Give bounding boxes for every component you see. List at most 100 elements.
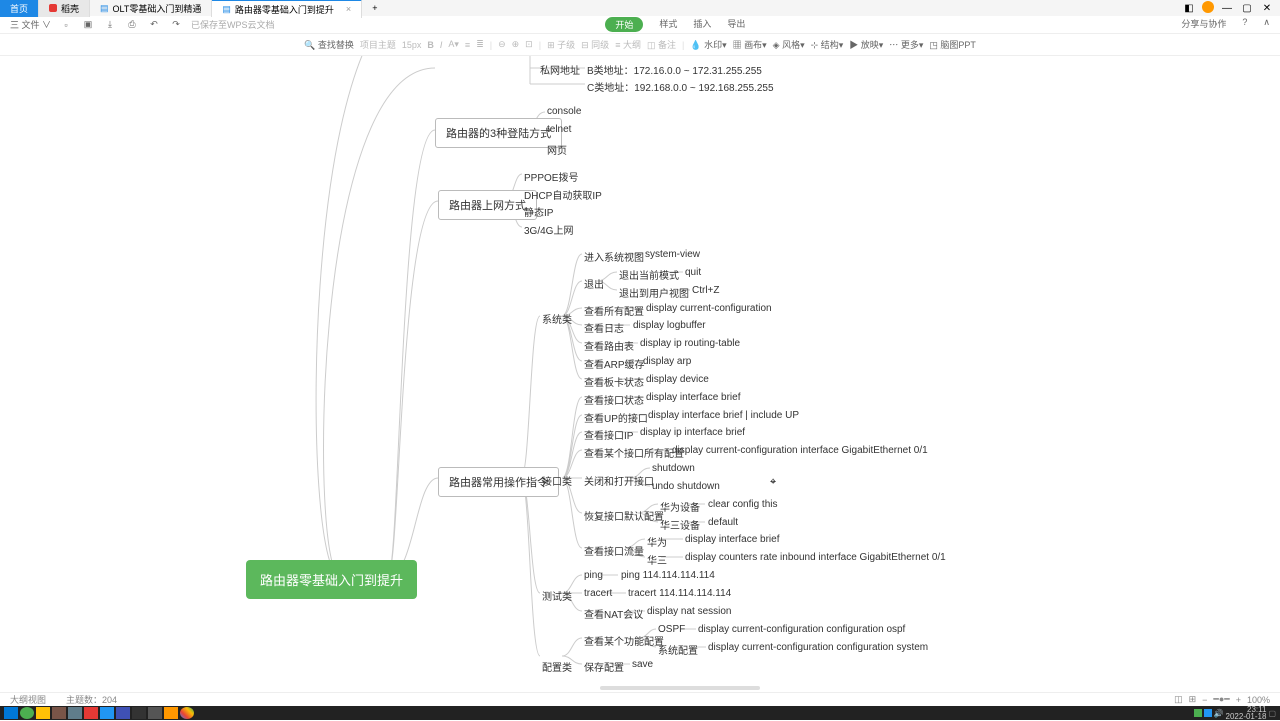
structure-button[interactable]: ⊹ 结构▾ — [811, 38, 844, 51]
node-if-shut-down[interactable]: shutdown — [652, 463, 695, 474]
view-icon-1[interactable]: ◫ — [1174, 694, 1183, 705]
node-cfg-view[interactable]: 查看某个功能配置 — [584, 633, 664, 648]
node-private-ip-b[interactable]: B类地址：172.16.0.0 ~ 172.31.255.255 — [587, 62, 762, 77]
tab-default[interactable]: 稻壳 — [39, 0, 90, 17]
align-button[interactable]: ≡ — [465, 40, 470, 50]
node-if-up-cmd[interactable]: display interface brief | include UP — [648, 410, 799, 421]
node-test-tracert[interactable]: tracert — [584, 588, 612, 599]
node-cfg-sys-cmd[interactable]: display current-configuration configurat… — [708, 642, 928, 653]
taskbar-app-7[interactable] — [116, 707, 130, 719]
node-if-flow-hw-cmd[interactable]: display interface brief — [685, 534, 780, 545]
node-if-reset-hw-cmd[interactable]: clear config this — [708, 499, 777, 510]
taskbar-chrome[interactable] — [180, 707, 194, 719]
node-cfg-save[interactable]: 保存配置 — [584, 659, 624, 674]
node-sys-exit[interactable]: 退出 — [584, 276, 604, 291]
node-private-ip[interactable]: 私网地址 — [540, 62, 580, 77]
zoom-out-status[interactable]: − — [1202, 695, 1207, 705]
fit-icon[interactable]: ⊡ — [525, 39, 533, 50]
color-button[interactable]: A▾ — [448, 39, 459, 50]
undo-icon[interactable]: ↶ — [147, 18, 161, 32]
more-button[interactable]: ⋯ 更多▾ — [889, 38, 923, 51]
note-button[interactable]: ◫ 备注 — [647, 38, 676, 51]
node-sys-cfg[interactable]: 查看所有配置 — [584, 303, 644, 318]
taskbar-app-2[interactable] — [36, 707, 50, 719]
node-if-shut[interactable]: 关闭和打开接口 — [584, 473, 654, 488]
zoom-slider[interactable]: ━●━ — [1213, 694, 1229, 705]
view-icon-2[interactable]: ⊞ — [1189, 694, 1197, 705]
mindmap-canvas[interactable]: 路由器零基础入门到提升 私网地址 B类地址：172.16.0.0 ~ 172.3… — [0, 56, 1280, 692]
node-wan-3g4g[interactable]: 3G/4G上网 — [524, 222, 573, 237]
close-button[interactable]: ✕ — [1260, 1, 1274, 15]
node-login-console[interactable]: console — [547, 106, 581, 117]
node-sys-arp[interactable]: 查看ARP缓存 — [584, 356, 645, 371]
node-if-reset-hw[interactable]: 华为设备 — [660, 499, 700, 514]
taskbar-app-8[interactable] — [132, 707, 146, 719]
ppt-button[interactable]: ◳ 脑图PPT — [929, 38, 976, 51]
node-test-nat[interactable]: 查看NAT会议 — [584, 606, 643, 621]
node-sys-exit-user[interactable]: 退出到用户视图 — [619, 285, 689, 300]
node-if-all-cmd[interactable]: display current-configuration interface … — [672, 445, 928, 456]
tab-home[interactable]: 首页 — [0, 0, 39, 17]
node-sys-dev[interactable]: 查看板卡状态 — [584, 374, 644, 389]
export-menu[interactable]: 导出 — [727, 17, 745, 32]
zoom-in-icon[interactable]: ⊕ — [512, 39, 520, 50]
topic-login[interactable]: 路由器的3种登陆方式 — [435, 118, 562, 148]
node-test-ping-cmd[interactable]: ping 114.114.114.114 — [621, 570, 715, 581]
taskbar-app-5[interactable] — [84, 707, 98, 719]
new-tab-button[interactable]: + — [362, 1, 387, 15]
start-button[interactable] — [4, 707, 18, 719]
node-test-cat[interactable]: 测试类 — [542, 588, 572, 603]
file-menu[interactable]: 三 文件 ∨ — [10, 18, 51, 31]
italic-button[interactable]: I — [440, 40, 443, 50]
node-if-flow[interactable]: 查看接口流量 — [584, 543, 644, 558]
user-avatar[interactable] — [1202, 1, 1214, 13]
node-sys-cat[interactable]: 系统类 — [542, 311, 572, 326]
new-icon[interactable]: ▫ — [59, 18, 73, 32]
node-cfg-ospf-cmd[interactable]: display current-configuration configurat… — [698, 624, 905, 635]
style-menu[interactable]: 样式 — [659, 17, 677, 32]
maximize-button[interactable]: ▢ — [1240, 1, 1254, 15]
watermark-button[interactable]: 💧 水印▾ — [690, 38, 726, 51]
node-if-reset-h3c-cmd[interactable]: default — [708, 517, 738, 528]
h-scrollbar[interactable] — [600, 686, 760, 690]
node-if-reset[interactable]: 恢复接口默认配置 — [584, 508, 664, 523]
node-test-ping[interactable]: ping — [584, 570, 603, 581]
canvas-button[interactable]: ▦ 画布▾ — [733, 38, 767, 51]
node-cfg-sys[interactable]: 系统配置 — [658, 642, 698, 657]
node-wan-pppoe[interactable]: PPPOE拨号 — [524, 169, 578, 184]
share-button[interactable]: 分享与协作 — [1181, 17, 1226, 32]
node-if-shut-undo[interactable]: undo shutdown — [652, 481, 720, 492]
chevron-icon[interactable]: ∧ — [1263, 17, 1270, 32]
list-button[interactable]: ≣ — [476, 39, 484, 50]
node-sys-exit-user-cmd[interactable]: Ctrl+Z — [692, 285, 720, 296]
sibling-button[interactable]: ⊟ 同级 — [581, 38, 609, 51]
subtopic-button[interactable]: ⊞ 子级 — [547, 38, 575, 51]
notification-icon[interactable]: ▢ — [1268, 709, 1276, 718]
node-sys-route-cmd[interactable]: display ip routing-table — [640, 338, 740, 349]
topic-commands[interactable]: 路由器常用操作指令 — [438, 467, 559, 497]
bold-button[interactable]: B — [427, 40, 434, 50]
system-tray[interactable]: 🔊 23:11 2022-01-18 ▢ — [1194, 706, 1276, 720]
tray-icon-2[interactable] — [1204, 709, 1212, 717]
node-sys-cfg-cmd[interactable]: display current-configuration — [646, 303, 772, 314]
taskbar-app-4[interactable] — [68, 707, 82, 719]
node-login-telnet[interactable]: telnet — [547, 124, 571, 135]
tab-active[interactable]: ▤路由器零基础入门到提升× — [212, 0, 362, 18]
outline-button[interactable]: ≡ 大纲 — [615, 38, 641, 51]
taskbar-app-1[interactable] — [20, 707, 34, 719]
tray-icon-3[interactable]: 🔊 — [1214, 709, 1224, 718]
outline-view-label[interactable]: 大纲视图 — [10, 693, 46, 706]
node-if-flow-hw[interactable]: 华为 — [647, 534, 667, 549]
node-sys-arp-cmd[interactable]: display arp — [643, 356, 691, 367]
node-if-ip-cmd[interactable]: display ip interface brief — [640, 427, 745, 438]
redo-icon[interactable]: ↷ — [169, 18, 183, 32]
taskbar-app-6[interactable] — [100, 707, 114, 719]
taskbar-app-10[interactable] — [164, 707, 178, 719]
node-if-ip[interactable]: 查看接口IP — [584, 427, 633, 442]
tab-olt[interactable]: ▤OLT零基础入门到精通 — [90, 0, 212, 17]
node-private-ip-c[interactable]: C类地址：192.168.0.0 ~ 192.168.255.255 — [587, 79, 774, 94]
node-if-status[interactable]: 查看接口状态 — [584, 392, 644, 407]
open-icon[interactable]: ▣ — [81, 18, 95, 32]
begin-button[interactable]: 开始 — [605, 17, 643, 32]
node-sys-exit-quit[interactable]: 退出当前模式 — [619, 267, 679, 282]
